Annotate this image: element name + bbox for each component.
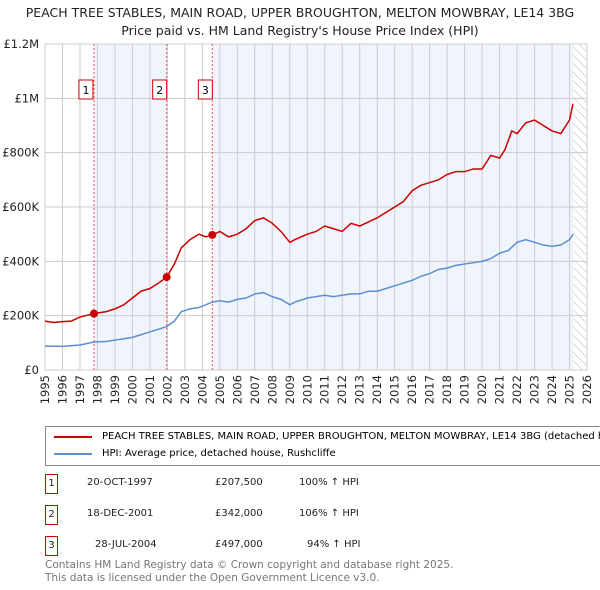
y-tick-label: £600K xyxy=(2,200,39,214)
x-tick-label: 2000 xyxy=(125,375,139,404)
x-tick-label: 2019 xyxy=(458,375,472,404)
chart-title: PEACH TREE STABLES, MAIN ROAD, UPPER BRO… xyxy=(0,4,600,40)
x-tick-label: 2013 xyxy=(353,375,367,404)
x-tick-label: 1997 xyxy=(73,375,87,404)
y-tick-label: £400K xyxy=(2,254,39,268)
y-tick-label: £1.2M xyxy=(3,37,39,51)
legend-label: HPI: Average price, detached house, Rush… xyxy=(102,448,336,459)
sale-label: 3 xyxy=(202,84,209,97)
x-tick-label: 1995 xyxy=(38,375,52,404)
x-tick-label: 2020 xyxy=(475,375,489,404)
subtitle-line: Price paid vs. HM Land Registry's House … xyxy=(121,23,479,38)
sale-label-box xyxy=(152,79,168,100)
title-line: PEACH TREE STABLES, MAIN ROAD, UPPER BRO… xyxy=(25,5,575,20)
sale-label-box xyxy=(197,79,213,100)
y-tick-label: £200K xyxy=(2,309,39,323)
x-tick-label: 2017 xyxy=(423,375,437,404)
sale-price: £342,000 xyxy=(215,508,263,519)
legend-swatch-blue xyxy=(54,453,92,455)
x-tick-label: 2008 xyxy=(265,375,279,404)
x-tick-label: 2009 xyxy=(283,375,297,404)
sale-price: £207,500 xyxy=(215,477,263,488)
x-tick-label: 2010 xyxy=(300,375,314,404)
x-tick-label: 2024 xyxy=(545,375,559,404)
x-tick-label: 2011 xyxy=(318,375,332,404)
plot-frame xyxy=(44,43,588,371)
legend-swatch-red xyxy=(54,436,92,438)
sale-date: 18-DEC-2001 xyxy=(87,508,154,519)
sale-marker: 1 xyxy=(45,474,58,494)
x-tick-label: 2002 xyxy=(160,375,174,404)
x-tick-label: 2021 xyxy=(493,375,507,404)
footer: Contains HM Land Registry data © Crown c… xyxy=(45,559,453,585)
x-tick-label: 2026 xyxy=(580,375,594,404)
sale-date: 28-JUL-2004 xyxy=(95,539,157,550)
y-tick-label: £1M xyxy=(14,91,39,105)
x-tick-label: 2014 xyxy=(370,375,384,404)
footer-line: Contains HM Land Registry data © Crown c… xyxy=(45,559,454,571)
x-tick-label: 2015 xyxy=(388,375,402,404)
series-line xyxy=(44,233,574,348)
x-tick-label: 2022 xyxy=(510,375,524,404)
y-tick-label: £0 xyxy=(24,363,39,377)
sale-hpi-change: 100% ↑ HPI xyxy=(299,477,359,488)
legend: PEACH TREE STABLES, MAIN ROAD, UPPER BRO… xyxy=(45,426,600,466)
x-tick-label: 2016 xyxy=(405,375,419,404)
x-tick-label: 2001 xyxy=(143,375,157,404)
sale-point xyxy=(162,273,171,282)
x-tick-label: 2005 xyxy=(213,375,227,404)
sale-label: 1 xyxy=(82,84,89,97)
footer-line: This data is licensed under the Open Gov… xyxy=(45,572,380,584)
x-tick-label: 1999 xyxy=(108,375,122,404)
sale-point xyxy=(208,230,217,239)
x-tick-label: 1996 xyxy=(55,375,69,404)
x-tick-label: 2006 xyxy=(230,375,244,404)
x-tick-label: 2025 xyxy=(563,375,577,404)
sale-marker: 3 xyxy=(45,536,58,556)
sale-marker: 2 xyxy=(45,505,58,525)
sale-label-box xyxy=(78,79,94,100)
x-tick-label: 2007 xyxy=(248,375,262,404)
x-tick-label: 2023 xyxy=(528,375,542,404)
sale-price: £497,000 xyxy=(215,539,263,550)
sale-hpi-change: 94% ↑ HPI xyxy=(307,539,361,550)
sale-point xyxy=(89,309,98,318)
sale-label: 2 xyxy=(156,84,163,97)
y-tick-label: £800K xyxy=(2,146,39,160)
legend-item-property: PEACH TREE STABLES, MAIN ROAD, UPPER BRO… xyxy=(54,430,600,444)
x-tick-label: 2003 xyxy=(178,375,192,404)
x-tick-label: 2012 xyxy=(335,375,349,404)
x-tick-label: 2018 xyxy=(440,375,454,404)
x-tick-label: 1998 xyxy=(90,375,104,404)
price-chart: 1995 1996 1997 1998 1999 2000 2001 2002 2003 2004… xyxy=(2,37,594,404)
sale-hpi-change: 106% ↑ HPI xyxy=(299,508,359,519)
sale-date: 20-OCT-1997 xyxy=(87,477,153,488)
legend-label: PEACH TREE STABLES, MAIN ROAD, UPPER BRO… xyxy=(102,431,600,442)
series-line xyxy=(44,103,574,324)
x-tick-label: 2004 xyxy=(195,375,209,404)
legend-item-hpi: HPI: Average price, detached house, Rush… xyxy=(54,447,336,461)
